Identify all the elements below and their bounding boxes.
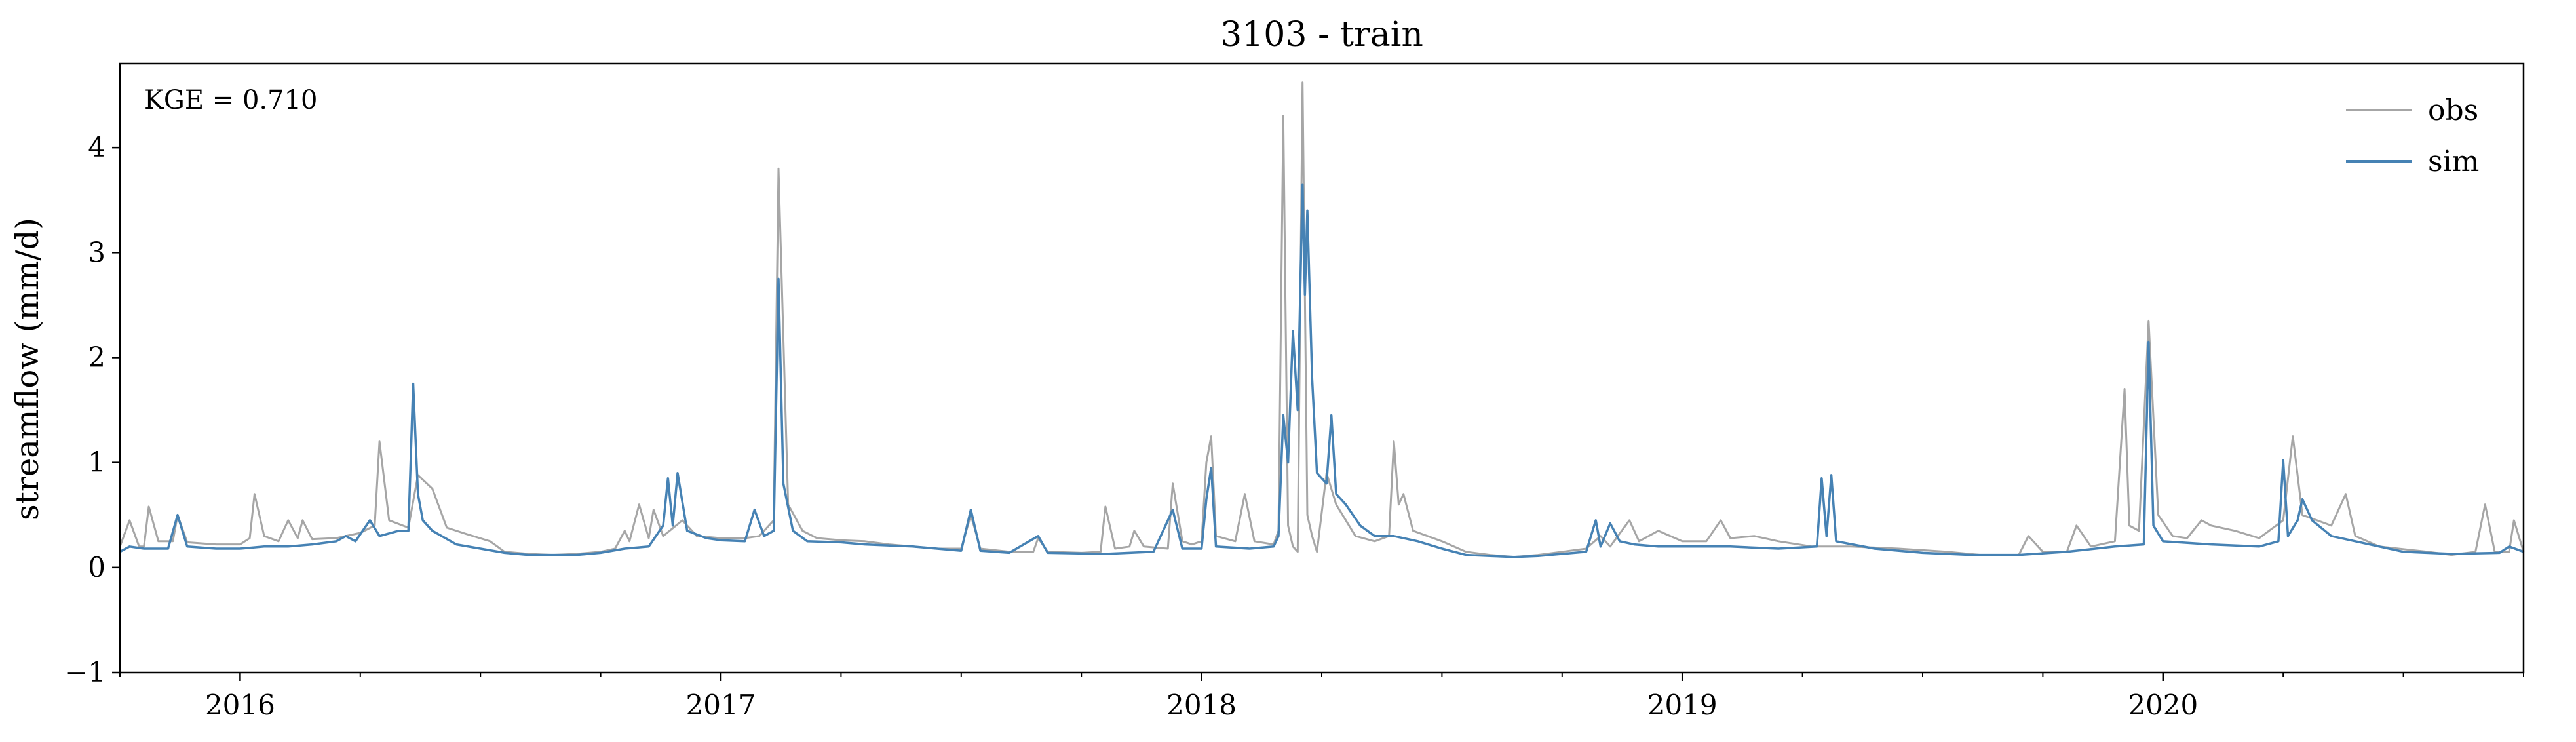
kge-annotation: KGE = 0.710 [144, 85, 318, 115]
series-line-sim [119, 183, 2524, 558]
legend: obs sim [2346, 94, 2479, 178]
legend-label-sim: sim [2428, 145, 2479, 178]
x-tick-label: 2016 [205, 689, 275, 721]
chart-title: 3103 - train [1220, 15, 1423, 54]
y-axis-label: streamflow (mm/d) [9, 218, 46, 520]
x-tick-label: 2018 [1166, 689, 1237, 721]
plot-frame [119, 62, 2525, 674]
y-tick-label: 4 [88, 131, 106, 163]
legend-label-obs: obs [2428, 94, 2478, 127]
y-axis-ticks: −1 0 1 2 3 4 [65, 131, 120, 688]
x-tick-label: 2019 [1647, 689, 1718, 721]
y-tick-label: 0 [88, 551, 106, 583]
x-axis-ticks: 2016 2017 2018 2019 2020 [119, 673, 2524, 721]
y-tick-label: −1 [65, 656, 106, 688]
y-tick-label: 1 [88, 446, 106, 478]
x-tick-label: 2020 [2128, 689, 2198, 721]
y-tick-label: 2 [88, 341, 106, 373]
y-tick-label: 3 [88, 236, 106, 268]
x-tick-label: 2017 [686, 689, 756, 721]
series-layer [119, 81, 2525, 558]
